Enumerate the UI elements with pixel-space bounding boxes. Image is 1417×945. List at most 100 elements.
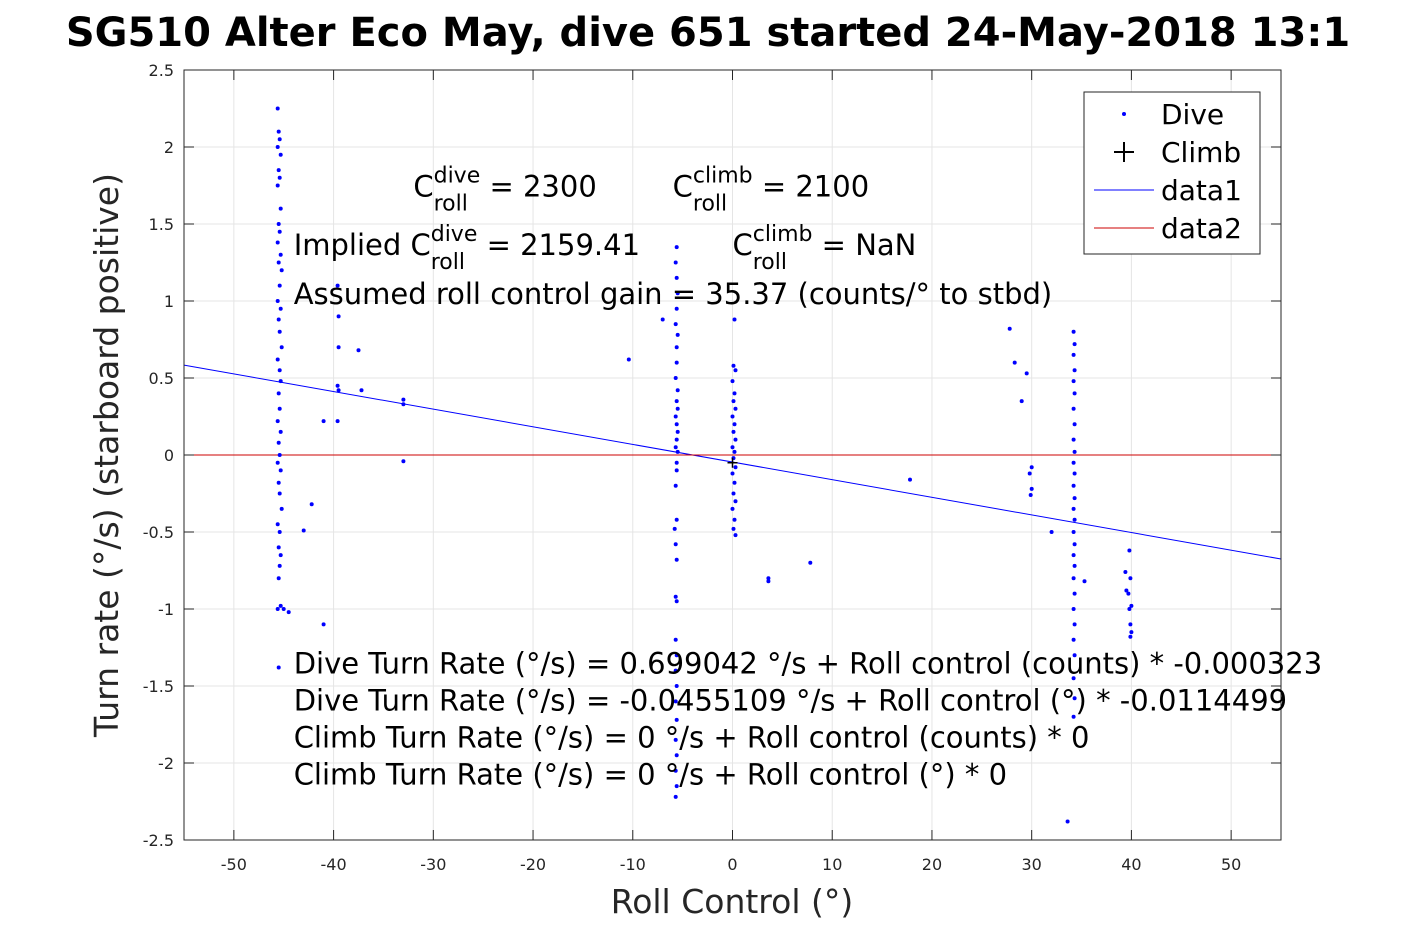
dive-point (732, 517, 737, 522)
dive-point (731, 429, 736, 434)
dive-point (730, 445, 735, 450)
dive-point (1124, 588, 1129, 593)
dive-point (275, 419, 280, 424)
dive-point (1071, 637, 1076, 642)
dive-point (277, 175, 282, 180)
axis-ticks: -50 -40 -30 -20 -10 0 10 20 30 40 50-2.5-2-1.5-1-0… (143, 61, 1281, 874)
annotation-text: = 2100 (753, 169, 870, 203)
annotation-subscript: roll (753, 250, 787, 275)
y-axis-label: Turn rate (°/s) (starboard positive) (87, 173, 126, 738)
y-tick-label: -0.5 (143, 523, 174, 542)
dive-point (733, 465, 738, 470)
dive-point (732, 422, 737, 427)
dive-point (275, 607, 280, 611)
dive-point (1072, 449, 1077, 454)
annotation-text: = 2300 (480, 169, 597, 203)
dive-point (733, 437, 738, 442)
dive-point (674, 653, 679, 658)
dive-point (673, 414, 678, 419)
y-tick-label: 0.5 (149, 369, 174, 388)
dive-point (275, 357, 280, 362)
data-points (275, 106, 1134, 824)
dive-point (1072, 471, 1077, 476)
dive-point (276, 129, 281, 134)
dive-point (276, 391, 281, 396)
dive-point (673, 260, 678, 265)
dive-point (275, 106, 280, 111)
dive-point (277, 406, 282, 411)
x-tick-label: -50 (221, 855, 247, 874)
dive-point (674, 557, 679, 562)
dive-point (1072, 591, 1077, 596)
dive-point (1071, 607, 1076, 611)
dive-point (1072, 368, 1077, 373)
dive-point (278, 306, 283, 311)
dive-point (674, 784, 679, 789)
dive-point (336, 388, 341, 393)
annotation-superscript: climb (693, 163, 753, 188)
dive-point (275, 522, 280, 527)
dive-point (766, 576, 771, 581)
dive-point (675, 406, 680, 411)
dive-point (1029, 486, 1034, 491)
dive-point (766, 579, 771, 584)
legend-label: data1 (1161, 174, 1242, 207)
annotations: Cdive roll = 2300 Cclimb roll = 2100 Implied… (294, 163, 1322, 791)
y-tick-label: -2 (158, 754, 174, 773)
dive-point (674, 684, 679, 688)
legend-dive-marker (1122, 112, 1126, 116)
dive-point (1071, 483, 1076, 488)
dive-point (277, 530, 282, 534)
dive-point (730, 471, 735, 476)
dive-point (675, 332, 680, 337)
dive-point (275, 183, 280, 188)
legend-climb-marker (1114, 142, 1134, 162)
legend: Dive Climb data1 data2 (1083, 91, 1261, 255)
dive-point (732, 480, 737, 485)
dive-point (278, 603, 283, 608)
annotation-text: = 2159.41 (477, 228, 640, 262)
dive-point (276, 260, 281, 265)
dive-point (1072, 342, 1077, 347)
x-tick-label: 40 (1121, 855, 1141, 874)
dive-point (401, 459, 406, 464)
dive-point (279, 268, 284, 273)
dive-point (275, 240, 280, 245)
y-tick-label: -1.5 (143, 677, 174, 696)
dive-point (1072, 422, 1077, 427)
dive-point (1127, 607, 1132, 611)
dive-point (1072, 542, 1077, 547)
chart-title: SG510 Alter Eco May, dive 651 started 24… (66, 10, 1350, 56)
dive-point (674, 245, 679, 250)
dive-point (1007, 326, 1012, 331)
dive-point (733, 368, 738, 373)
dive-point (309, 502, 314, 507)
dive-point (1024, 371, 1029, 376)
dive-point (674, 460, 679, 465)
dive-point (731, 363, 736, 368)
annotation-subscript: roll (693, 191, 727, 216)
dive-point (275, 299, 280, 303)
dive-point (276, 576, 281, 581)
legend-label: data2 (1161, 212, 1242, 245)
dive-point (1071, 329, 1076, 334)
annotation-subscript: roll (431, 250, 465, 275)
x-tick-label: 30 (1022, 855, 1042, 874)
dive-point (733, 499, 738, 504)
y-tick-label: 0 (164, 446, 174, 465)
dive-point (276, 480, 281, 485)
annotation-text: = NaN (812, 228, 916, 262)
dive-point (660, 317, 665, 322)
annotation-subscript: roll (434, 191, 468, 216)
dive-point (356, 348, 361, 353)
dive-point (277, 229, 282, 234)
annotation-c_dive: Cdive roll = 2300 (413, 163, 596, 216)
dive-point (626, 357, 631, 362)
dive-point (673, 445, 678, 450)
annotation-text: Implied C (294, 228, 431, 262)
dive-point (279, 506, 284, 511)
annotation-superscript: dive (434, 163, 481, 188)
x-tick-label: -30 (420, 855, 446, 874)
x-tick-label: 0 (727, 855, 737, 874)
